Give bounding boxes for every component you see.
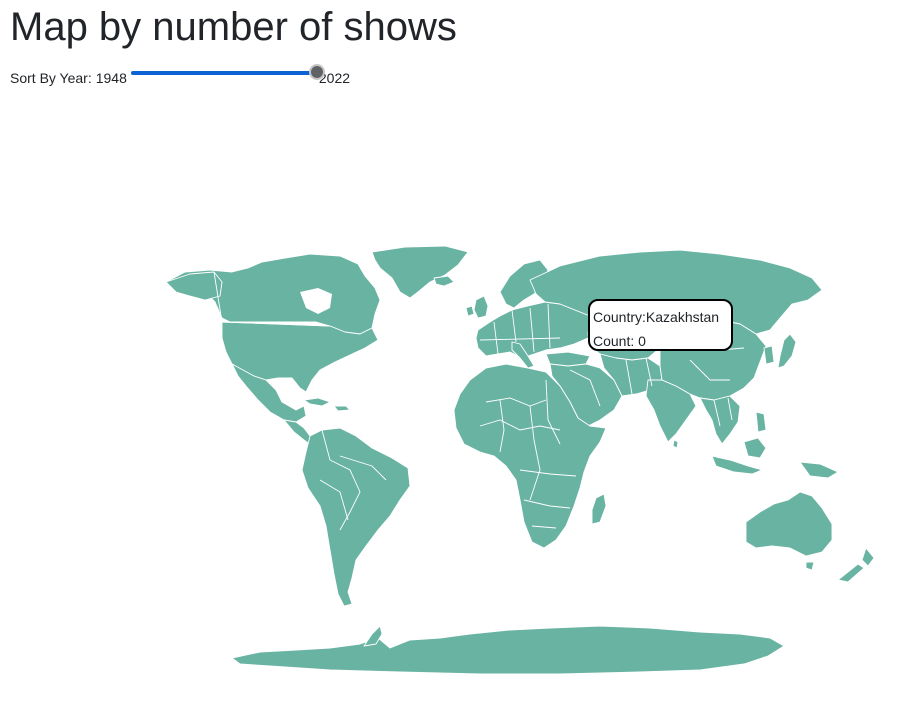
south-america[interactable]	[301, 427, 411, 607]
sort-by-year-label: Sort By Year:	[10, 70, 92, 86]
slider-fill	[130, 71, 317, 75]
new-guinea[interactable]	[799, 461, 839, 479]
country-new-zealand[interactable]	[861, 547, 875, 567]
country-borders	[213, 271, 745, 531]
country-mexico[interactable]	[231, 363, 307, 423]
country-italy[interactable]	[511, 341, 535, 369]
slider-thumb[interactable]	[308, 64, 325, 80]
antarctica[interactable]	[231, 625, 785, 675]
country-greenland[interactable]	[371, 245, 469, 299]
year-slider[interactable]	[130, 64, 325, 88]
country-korea[interactable]	[763, 345, 775, 365]
country-ireland[interactable]	[465, 305, 475, 317]
page-title: Map by number of shows	[10, 5, 457, 49]
tasmania[interactable]	[805, 561, 815, 571]
borneo[interactable]	[743, 437, 767, 459]
tooltip-count: Count: 0	[593, 333, 646, 349]
tooltip-country: Country:Kazakhstan	[593, 309, 720, 325]
country-cuba[interactable]	[303, 397, 331, 407]
country-madagascar[interactable]	[591, 493, 607, 525]
slider-min-label: 1948	[95, 70, 127, 86]
country-alaska[interactable]	[165, 271, 223, 301]
caribbean-islands[interactable]	[333, 405, 351, 412]
country-united-kingdom[interactable]	[473, 295, 489, 319]
country-new-zealand-south[interactable]	[837, 563, 865, 583]
country-iceland[interactable]	[433, 275, 455, 287]
country-australia[interactable]	[745, 491, 833, 557]
country-philippines[interactable]	[755, 411, 767, 433]
country-tooltip: Country:Kazakhstan Count: 0	[588, 299, 733, 351]
indonesia[interactable]	[711, 455, 763, 475]
southeast-asia[interactable]	[699, 395, 741, 445]
antarctic-peninsula[interactable]	[363, 625, 383, 647]
world-map	[165, 245, 875, 675]
countries	[165, 245, 875, 675]
europe[interactable]	[475, 301, 597, 359]
country-sri-lanka[interactable]	[672, 439, 679, 449]
slider-max-label: 2022	[318, 70, 351, 86]
country-japan[interactable]	[777, 333, 797, 369]
year-slider-row: Sort By Year: 1948 2022	[10, 64, 351, 90]
africa[interactable]	[453, 363, 607, 549]
